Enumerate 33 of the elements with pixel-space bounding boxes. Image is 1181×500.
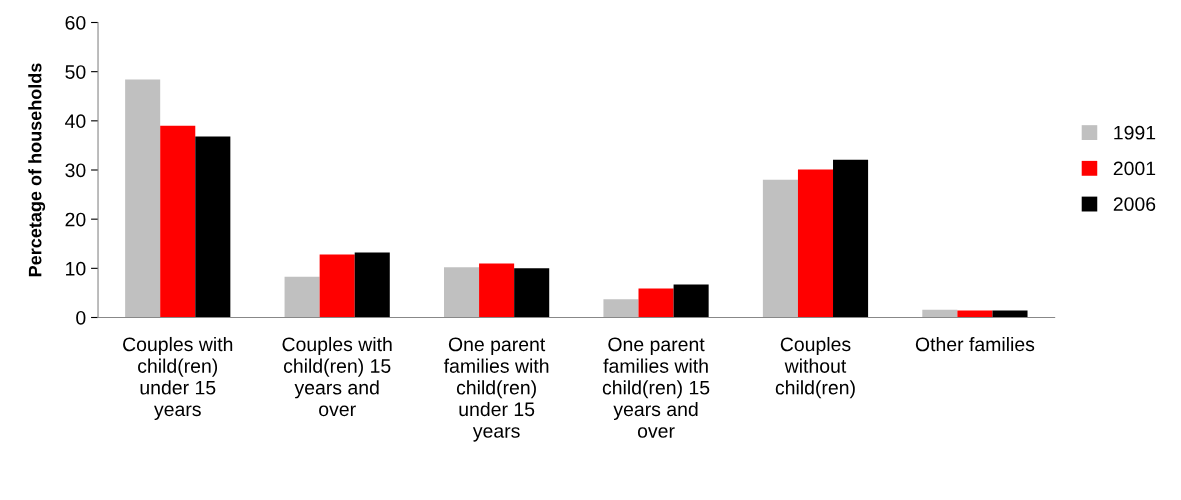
y-tick-label: 0 [76,310,86,325]
legend-label: 2001 [1113,161,1156,176]
y-tick-label: 10 [66,261,86,276]
bar [833,159,869,318]
bar [195,136,231,318]
bar [797,169,834,318]
x-tick-label: Couples with child(ren) 15 years and over [282,336,392,417]
y-axis-title: Percetage of households [28,63,46,277]
bar [284,276,320,318]
bar [673,284,709,318]
y-tick-label: 40 [65,114,86,129]
bar [125,79,161,318]
y-tick-label: 20 [65,212,86,227]
bar [992,310,1028,318]
bar [638,288,674,318]
y-tick-label: 50 [65,65,86,79]
bar [319,254,355,318]
y-tick-label: 30 [65,163,86,178]
bar [160,125,196,318]
legend-label: 2006 [1113,197,1156,211]
bar [762,179,798,318]
x-tick-label: Couples with child(ren) under 15 years [123,336,233,421]
y-tick-label: 60 [65,15,86,30]
bar [514,268,550,318]
x-tick-label: Couples without child(ren) [775,336,855,399]
bar [354,252,390,318]
bar [603,299,639,318]
x-tick-label: One parent families with child(ren) under 15 years [443,337,549,442]
bar [444,267,480,318]
legend-label: 1991 [1114,125,1156,140]
x-tick-label: One parent families with child(ren) 15 years and over [602,337,710,438]
x-tick-label: Other families [915,336,1035,352]
bar [479,263,515,318]
